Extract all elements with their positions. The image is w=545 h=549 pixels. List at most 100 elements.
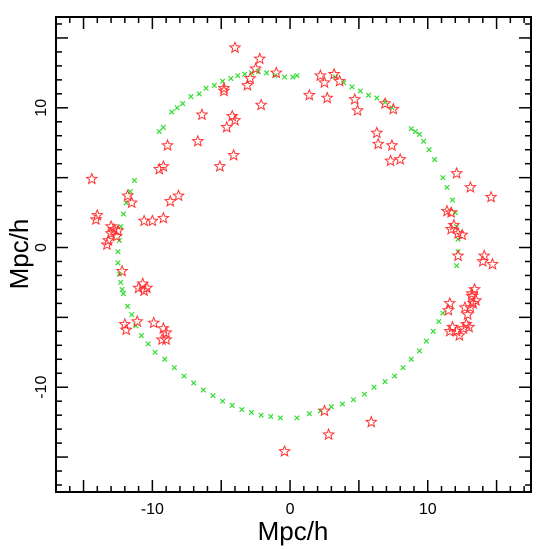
star-marker (313, 68, 327, 82)
cross-marker (449, 197, 456, 203)
cross-marker (349, 84, 355, 90)
star-marker (172, 188, 186, 202)
star-marker (452, 328, 466, 342)
star-marker (278, 444, 292, 458)
cross-marker (156, 128, 162, 135)
star-marker (364, 415, 378, 428)
star-marker (462, 320, 476, 333)
star-marker (156, 159, 170, 173)
star-marker (228, 113, 242, 126)
cross-marker (196, 91, 202, 97)
y-tick-label: 10 (33, 99, 50, 117)
cross-marker (190, 380, 197, 386)
star-marker (444, 205, 458, 219)
star-marker (217, 84, 231, 97)
cross-marker (179, 100, 186, 107)
star-marker (132, 281, 146, 294)
star-marker (253, 52, 267, 65)
cross-marker (440, 174, 446, 181)
cross-marker (306, 411, 313, 417)
star-marker (371, 137, 385, 150)
cross-marker (430, 328, 436, 335)
star-marker (155, 332, 169, 346)
star-marker (137, 283, 151, 297)
star-marker (225, 109, 239, 122)
series-stars (85, 40, 499, 458)
cross-marker (210, 392, 216, 399)
star-marker (228, 40, 242, 54)
cross-marker (211, 82, 218, 89)
cross-marker (391, 373, 398, 379)
cross-marker (200, 387, 207, 393)
y-tick-label: 0 (33, 243, 50, 252)
star-marker (160, 138, 175, 152)
star-marker (156, 321, 170, 335)
cross-marker (420, 138, 427, 145)
star-marker (220, 120, 234, 133)
star-marker (195, 107, 209, 121)
cross-marker (281, 74, 288, 80)
star-marker (147, 316, 161, 329)
star-marker (444, 222, 458, 235)
star-marker (140, 281, 154, 294)
cross-marker (290, 74, 296, 80)
cross-marker (119, 286, 125, 293)
star-marker (156, 211, 170, 224)
star-marker (104, 226, 118, 240)
star-marker (443, 296, 457, 309)
star-marker (461, 307, 475, 321)
cross-marker (229, 402, 235, 409)
star-marker (463, 180, 477, 193)
cross-marker (219, 398, 226, 404)
star-marker (213, 159, 227, 173)
cross-marker (131, 177, 138, 184)
cross-marker (416, 348, 423, 354)
star-marker (110, 229, 124, 242)
cross-marker (174, 105, 180, 111)
cross-marker (426, 146, 432, 153)
cross-marker (444, 184, 450, 191)
cross-marker (294, 415, 300, 421)
star-marker (370, 126, 384, 139)
cross-marker (241, 71, 248, 78)
star-marker (451, 226, 465, 240)
cross-marker (436, 318, 442, 325)
star-marker (327, 67, 341, 80)
cross-marker (120, 211, 127, 217)
cross-marker (365, 92, 372, 98)
star-marker (350, 103, 365, 117)
cross-marker (162, 356, 168, 363)
star-marker (89, 212, 103, 226)
star-marker (145, 214, 159, 227)
star-marker (440, 204, 454, 217)
axis-ticks: -10 0 10 -10 0 10 (33, 17, 531, 518)
cross-marker (357, 88, 363, 94)
cross-marker (374, 95, 380, 101)
cross-marker (160, 124, 167, 131)
x-axis-title: Mpc/h (258, 516, 329, 546)
star-marker (465, 286, 479, 300)
cross-marker (168, 109, 175, 115)
star-marker (317, 75, 332, 89)
star-marker (384, 154, 398, 167)
star-marker (100, 237, 114, 251)
cross-marker (408, 356, 414, 363)
star-marker (249, 61, 263, 75)
star-marker (322, 427, 336, 441)
star-marker (121, 188, 135, 202)
cross-marker (258, 412, 264, 418)
star-marker (119, 323, 133, 336)
cross-marker (339, 401, 346, 407)
cross-marker (171, 364, 178, 371)
star-marker (115, 264, 129, 277)
cross-marker (382, 378, 388, 385)
cross-marker (228, 75, 234, 82)
star-marker (163, 194, 177, 207)
cross-marker (277, 415, 284, 421)
cross-marker (115, 260, 121, 266)
x-tick-label: 0 (286, 501, 295, 518)
star-marker (393, 152, 407, 166)
star-marker (457, 321, 471, 335)
star-marker (455, 228, 469, 241)
cross-marker (294, 72, 300, 79)
